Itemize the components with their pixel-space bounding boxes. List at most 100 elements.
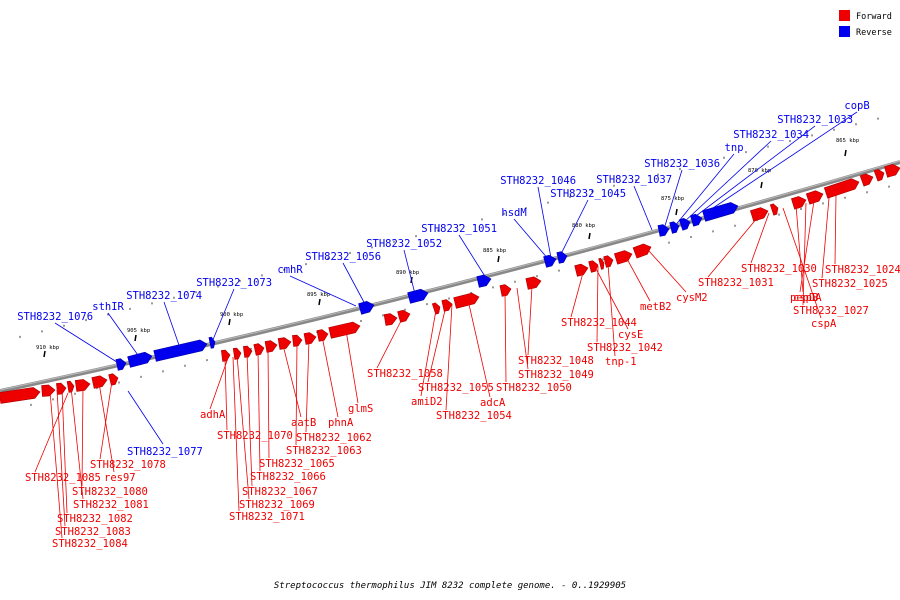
forward-leader-line [445, 303, 453, 411]
forward-gene [328, 321, 361, 339]
forward-gene-label: STH8232_1082 [57, 513, 133, 525]
forward-leader-line [648, 250, 687, 293]
forward-leader-line [570, 268, 585, 318]
forward-leader-line [81, 385, 84, 487]
forward-leader-line [625, 256, 651, 302]
forward-gene-label: STH8232_1050 [496, 382, 572, 394]
forward-gene [108, 373, 119, 386]
kbp-tick-mark [497, 255, 500, 263]
reverse-gene-label: copB [844, 100, 869, 112]
forward-leader-line [209, 357, 229, 410]
forward-gene-label: adhA [200, 409, 226, 421]
reverse-gene-label: STH8232_1033 [777, 114, 853, 126]
reverse-leader-line [691, 125, 816, 220]
forward-gene [823, 178, 860, 199]
reverse-gene [407, 288, 429, 304]
forward-gene-label: STH8232_1063 [286, 445, 362, 457]
reverse-gene-label: STH8232_1056 [305, 251, 381, 263]
kbp-ticks: 865 kbp 870 kbp 875 kbp 880 kbp 885 kbp 890 k… [19, 117, 890, 406]
forward-leader-line [70, 386, 84, 500]
forward-gene-label: STH8232_1055 [418, 382, 494, 394]
forward-leader-line [596, 265, 599, 343]
reverse-gene [153, 339, 208, 362]
forward-gene-label: STH8232_1062 [296, 432, 372, 444]
kbp-tick-mark [675, 208, 678, 216]
forward-leader-line [321, 335, 339, 418]
kbp-tick-label: 890 kbp [396, 270, 419, 276]
forward-leader-line [295, 341, 298, 446]
kbp-tick-mark [228, 318, 231, 326]
forward-gene [397, 309, 411, 323]
forward-gene-label: STH8232_1070 [217, 430, 293, 442]
forward-leader-line [246, 352, 253, 487]
forward-leader-line [345, 329, 359, 404]
forward-leader-line [594, 266, 629, 330]
forward-leader-line [257, 350, 261, 472]
forward-leader-line [267, 347, 270, 459]
forward-gene [613, 250, 633, 265]
forward-leader-line [467, 299, 491, 398]
forward-leader-line [782, 207, 822, 319]
reverse-leader-line [559, 199, 589, 257]
legend-reverse-label: Reverse [856, 28, 892, 38]
reverse-gene-label: STH8232_1073 [196, 277, 272, 289]
forward-gene-label: STH8232_1027 [793, 305, 869, 317]
reverse-leader-line [54, 322, 121, 365]
forward-gene-label: STH8232_1071 [229, 511, 305, 523]
forward-gene-label: STH8232_1065 [259, 458, 335, 470]
forward-gene [499, 284, 512, 297]
forward-gene [66, 380, 75, 393]
forward-leader-line [799, 200, 815, 293]
forward-gene-label: amiD2 [411, 396, 443, 408]
forward-leader-line [282, 344, 302, 418]
forward-leader-line [427, 305, 447, 383]
forward-leader-line [236, 354, 250, 500]
forward-gene [873, 169, 885, 182]
reverse-leader-line [107, 312, 141, 359]
reverse-gene [556, 251, 568, 264]
forward-gene-label: STH8232_1078 [90, 459, 166, 471]
forward-gene-label: cysM2 [676, 292, 708, 304]
genes [0, 164, 900, 404]
label-leaders [34, 111, 858, 539]
forward-gene [574, 263, 589, 277]
forward-gene-label: STH8232_1049 [518, 369, 594, 381]
reverse-leader-line [163, 301, 181, 349]
reverse-gene-label: STH8232_1051 [421, 223, 497, 235]
forward-gene [74, 379, 91, 392]
forward-leader-line [795, 204, 804, 293]
forward-gene-label: STH8232_1031 [698, 277, 774, 289]
forward-gene [253, 343, 265, 356]
reverse-leader-line [513, 218, 550, 261]
forward-gene [525, 276, 542, 290]
kbp-tick-label: 870 kbp [748, 168, 771, 174]
reverse-gene [115, 358, 127, 371]
reverse-gene [358, 301, 375, 315]
forward-gene [884, 164, 900, 178]
forward-gene [769, 203, 779, 216]
reverse-gene [690, 213, 703, 227]
legend-forward-label: Forward [856, 12, 892, 22]
reverse-leader-line [537, 186, 552, 259]
reverse-gene-label: STH8232_1036 [644, 158, 720, 170]
forward-gene-label: STH8232_1048 [518, 355, 594, 367]
forward-gene [264, 340, 278, 353]
forward-leader-line [504, 291, 507, 383]
legend: Forward Reverse [839, 10, 892, 38]
forward-gene [588, 260, 599, 273]
kbp-tick-label: 900 kbp [220, 312, 243, 318]
forward-gene [91, 375, 108, 389]
reverse-gene-label: STH8232_1034 [733, 129, 809, 141]
forward-gene-label: adcA [480, 397, 506, 409]
forward-gene-label: pepDA [790, 292, 822, 304]
reverse-leader-line [289, 275, 357, 307]
forward-leader-line [224, 356, 228, 431]
reverse-leader-line [342, 262, 367, 307]
forward-leader-line [99, 380, 113, 460]
reverse-leader-line [703, 111, 858, 215]
reverse-gene-label: tnp [725, 142, 744, 154]
forward-leader-line [420, 309, 437, 397]
forward-gene-label: STH8232_1069 [239, 499, 315, 511]
forward-leader-line [834, 194, 837, 265]
reverse-gene [678, 217, 691, 231]
